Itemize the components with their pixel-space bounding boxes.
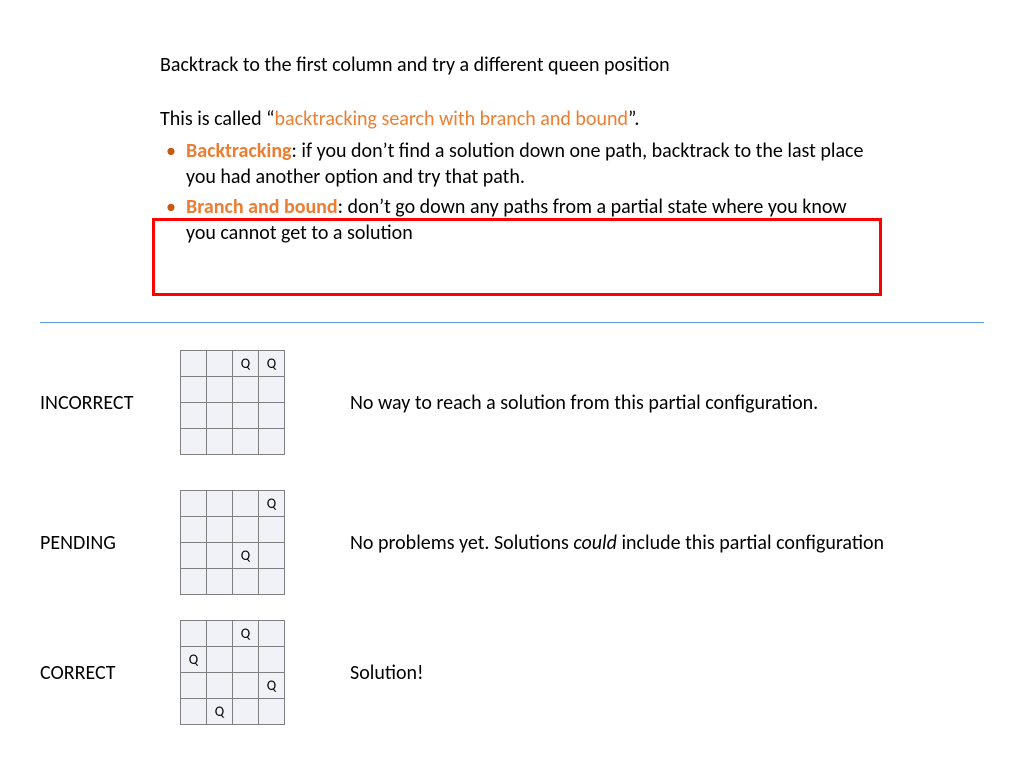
board-cell <box>207 543 233 569</box>
def-pre: This is called “ <box>160 107 275 131</box>
label-correct: CORRECT <box>40 661 180 685</box>
board-cell <box>181 377 207 403</box>
board-cell <box>181 491 207 517</box>
desc-pending-em: could <box>573 531 617 555</box>
board-cell <box>181 403 207 429</box>
board-cell <box>259 543 285 569</box>
board-cell <box>259 517 285 543</box>
board-cell: Q <box>259 351 285 377</box>
board-cell <box>207 403 233 429</box>
board-pending: QQ <box>180 490 285 595</box>
desc-pending: No problems yet. Solutions could include… <box>300 530 984 556</box>
board-pending-wrap: QQ <box>180 490 300 595</box>
board-cell <box>207 517 233 543</box>
board-cell <box>207 647 233 673</box>
board-cell: Q <box>259 491 285 517</box>
board-cell <box>207 673 233 699</box>
board-cell <box>181 569 207 595</box>
board-cell <box>181 699 207 725</box>
board-cell <box>207 351 233 377</box>
board-cell <box>233 569 259 595</box>
board-cell <box>207 377 233 403</box>
board-cell <box>259 621 285 647</box>
board-cell <box>259 569 285 595</box>
bullet2-term: Branch and bound <box>186 195 338 219</box>
board-cell <box>259 647 285 673</box>
board-cell <box>207 429 233 455</box>
desc-correct: Solution! <box>300 660 984 686</box>
board-cell <box>233 673 259 699</box>
board-cell <box>259 377 285 403</box>
board-cell: Q <box>207 699 233 725</box>
desc-pending-pre: No problems yet. Solutions <box>350 531 573 555</box>
board-cell <box>233 647 259 673</box>
label-pending: PENDING <box>40 531 180 555</box>
board-cell <box>233 517 259 543</box>
board-cell <box>181 673 207 699</box>
board-correct-wrap: QQQQ <box>180 620 300 725</box>
board-cell <box>181 543 207 569</box>
bullet1-term: Backtracking <box>186 139 292 163</box>
board-incorrect-wrap: QQ <box>180 350 300 455</box>
board-cell <box>259 429 285 455</box>
desc-pending-post: include this partial configuration <box>617 531 884 555</box>
row-pending: PENDING QQ No problems yet. Solutions co… <box>40 490 984 595</box>
board-cell <box>233 429 259 455</box>
board-cell <box>233 491 259 517</box>
highlight-box <box>152 218 882 296</box>
board-cell <box>207 569 233 595</box>
board-cell: Q <box>259 673 285 699</box>
board-cell <box>233 699 259 725</box>
divider-line <box>40 322 984 323</box>
bullet-backtracking: Backtracking: if you don’t find a soluti… <box>186 138 880 190</box>
board-cell <box>181 517 207 543</box>
board-cell: Q <box>181 647 207 673</box>
def-post: ”. <box>628 107 640 131</box>
row-incorrect: INCORRECT QQ No way to reach a solution … <box>40 350 984 455</box>
board-cell <box>233 403 259 429</box>
board-cell <box>181 621 207 647</box>
board-cell <box>207 621 233 647</box>
slide: Backtrack to the first column and try a … <box>0 0 1024 768</box>
def-term: backtracking search with branch and boun… <box>275 107 628 131</box>
board-correct: QQQQ <box>180 620 285 725</box>
board-incorrect: QQ <box>180 350 285 455</box>
row-correct: CORRECT QQQQ Solution! <box>40 620 984 725</box>
intro-line: Backtrack to the first column and try a … <box>160 52 880 78</box>
label-incorrect: INCORRECT <box>40 391 180 415</box>
board-cell: Q <box>233 621 259 647</box>
board-cell <box>207 491 233 517</box>
board-cell <box>181 429 207 455</box>
board-cell <box>233 377 259 403</box>
board-cell: Q <box>233 543 259 569</box>
definition-line: This is called “backtracking search with… <box>160 106 880 132</box>
board-cell <box>181 351 207 377</box>
desc-incorrect: No way to reach a solution from this par… <box>300 390 984 416</box>
board-cell <box>259 699 285 725</box>
board-cell <box>259 403 285 429</box>
board-cell: Q <box>233 351 259 377</box>
